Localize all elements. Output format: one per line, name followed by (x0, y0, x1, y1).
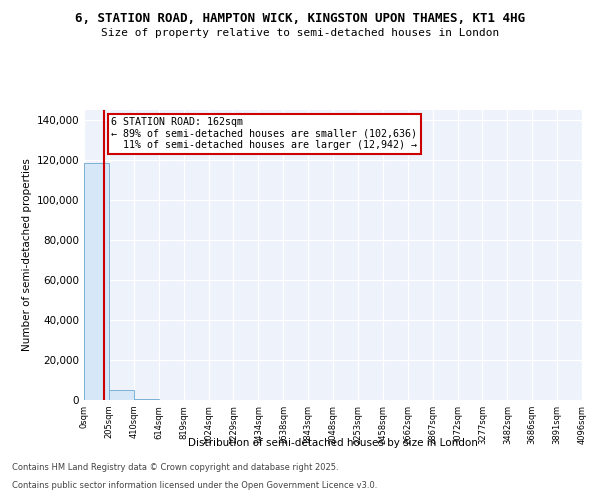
Y-axis label: Number of semi-detached properties: Number of semi-detached properties (22, 158, 32, 352)
Text: 6 STATION ROAD: 162sqm
← 89% of semi-detached houses are smaller (102,636)
  11%: 6 STATION ROAD: 162sqm ← 89% of semi-det… (112, 117, 418, 150)
Text: 6, STATION ROAD, HAMPTON WICK, KINGSTON UPON THAMES, KT1 4HG: 6, STATION ROAD, HAMPTON WICK, KINGSTON … (75, 12, 525, 26)
Text: Size of property relative to semi-detached houses in London: Size of property relative to semi-detach… (101, 28, 499, 38)
Bar (84, 163, 109, 400)
Text: Contains public sector information licensed under the Open Government Licence v3: Contains public sector information licen… (12, 481, 377, 490)
Text: Distribution of semi-detached houses by size in London: Distribution of semi-detached houses by … (188, 438, 478, 448)
Bar (109, 390, 134, 400)
Text: Contains HM Land Registry data © Crown copyright and database right 2025.: Contains HM Land Registry data © Crown c… (12, 464, 338, 472)
Bar (134, 398, 158, 400)
